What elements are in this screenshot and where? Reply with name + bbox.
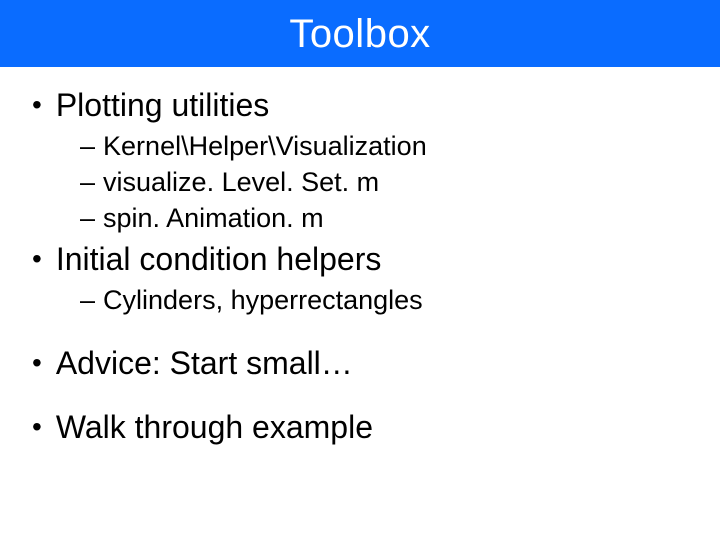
bullet-sub-text: Cylinders, hyperrectangles <box>103 283 423 317</box>
bullet-l2: – visualize. Level. Set. m <box>80 165 700 199</box>
bullet-sub-text: Kernel\Helper\Visualization <box>103 129 427 163</box>
bullet-l2: – Kernel\Helper\Visualization <box>80 129 700 163</box>
bullet-l1: • Initial condition helpers <box>20 241 700 277</box>
bullet-dot-icon: • <box>32 241 42 277</box>
bullet-text: Walk through example <box>56 409 373 445</box>
title-bar: Toolbox <box>0 0 720 67</box>
bullet-text: Plotting utilities <box>56 87 269 123</box>
bullet-text: Initial condition helpers <box>56 241 382 277</box>
bullet-dash-icon: – <box>80 165 95 199</box>
bullet-l2: – Cylinders, hyperrectangles <box>80 283 700 317</box>
bullet-l1: • Plotting utilities <box>20 87 700 123</box>
bullet-dot-icon: • <box>32 345 42 381</box>
bullet-l1: • Walk through example <box>20 409 700 445</box>
slide-title: Toolbox <box>289 12 430 56</box>
bullet-dash-icon: – <box>80 129 95 163</box>
bullet-l2: – spin. Animation. m <box>80 201 700 235</box>
bullet-dot-icon: • <box>32 87 42 123</box>
slide-content: • Plotting utilities – Kernel\Helper\Vis… <box>0 67 720 445</box>
slide: Toolbox • Plotting utilities – Kernel\He… <box>0 0 720 540</box>
bullet-dash-icon: – <box>80 201 95 235</box>
bullet-sub-text: visualize. Level. Set. m <box>103 165 379 199</box>
bullet-l1: • Advice: Start small… <box>20 345 700 381</box>
bullet-sub-text: spin. Animation. m <box>103 201 324 235</box>
bullet-dot-icon: • <box>32 409 42 445</box>
bullet-text: Advice: Start small… <box>56 345 353 381</box>
bullet-dash-icon: – <box>80 283 95 317</box>
